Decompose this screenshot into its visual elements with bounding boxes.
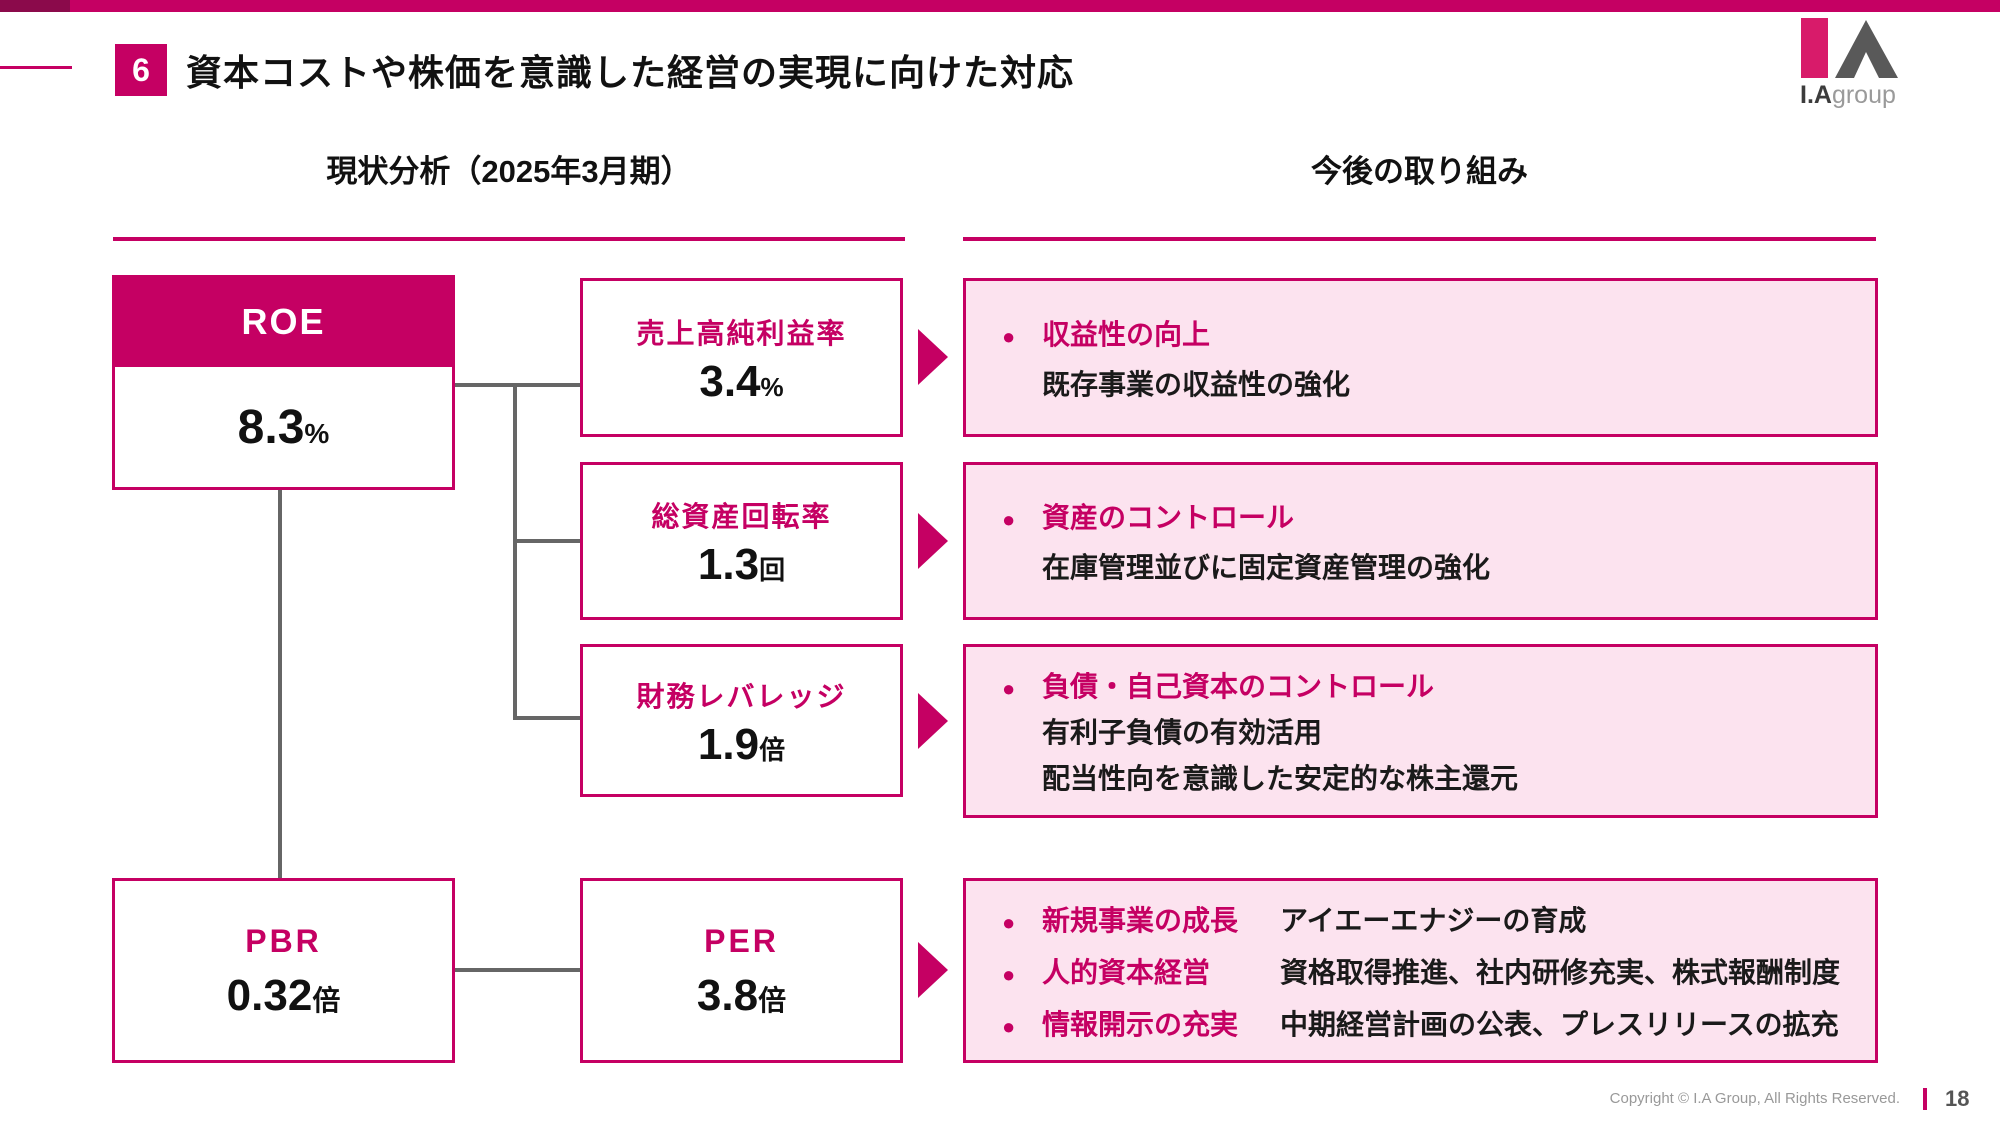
per-value: 3.8 xyxy=(696,971,759,1020)
bullet-line: ● 負債・自己資本のコントロール xyxy=(1002,665,1855,705)
pbr-box: PBR 0.32倍 xyxy=(112,878,455,1063)
metric-label: 財務レバレッジ xyxy=(636,680,847,712)
initiative-description: 既存事業の収益性の強化 xyxy=(1042,368,1351,400)
initiative-title: 収益性の向上 xyxy=(1042,318,1211,350)
metric-box-financial-leverage: 財務レバレッジ 1.9倍 xyxy=(580,644,903,797)
bullet-line: ● 資産のコントロール xyxy=(1002,496,1855,536)
roe-box-header: ROE xyxy=(114,277,453,367)
header-underline-right xyxy=(963,237,1876,241)
initiative-title: 新規事業の成長 xyxy=(1042,904,1239,936)
arrow-right-icon xyxy=(918,693,948,749)
connector-pbr-to-per xyxy=(455,968,580,972)
metric-value: 1.3 xyxy=(697,540,760,589)
initiative-title: 情報開示の充実 xyxy=(1042,1008,1239,1040)
metric-label: 総資産回転率 xyxy=(651,501,832,532)
roe-box-value: 8.3% xyxy=(115,368,452,487)
roe-box: ROE 8.3% xyxy=(112,275,455,490)
metric-label: 売上高純利益率 xyxy=(636,317,847,349)
column-header-initiatives: 今後の取り組み xyxy=(1311,154,1528,189)
pbr-label: PBR xyxy=(245,923,322,959)
page-number: 18 xyxy=(1945,1086,1970,1111)
pbr-value: 0.32 xyxy=(226,971,313,1020)
connector-trunk-vertical xyxy=(513,383,517,720)
logo-text-bold: I.A xyxy=(1800,81,1832,109)
bullet-dot-icon: ● xyxy=(1002,676,1016,701)
left-edge-tick-line xyxy=(0,66,72,69)
header-underline-left xyxy=(113,237,905,241)
bullet-dot-icon: ● xyxy=(1002,909,1016,935)
connector-roe-to-margin xyxy=(455,383,580,387)
initiative-title: 負債・自己資本のコントロール xyxy=(1042,671,1435,702)
per-unit: 倍 xyxy=(758,985,787,1016)
bullet-dot-icon: ● xyxy=(1002,323,1016,349)
company-logo: I.Agroup xyxy=(1798,16,1918,108)
logo-text-light: group xyxy=(1831,81,1896,109)
logo-text: I.Agroup xyxy=(1800,83,1896,108)
arrow-right-icon xyxy=(918,942,948,998)
column-header-current-analysis: 現状分析（2025年3月期） xyxy=(326,154,692,189)
bullet-dot-icon: ● xyxy=(1002,1013,1016,1039)
metric-unit: 倍 xyxy=(759,734,786,765)
footer-copyright: Copyright © I.A Group, All Rights Reserv… xyxy=(1609,1090,1900,1107)
connector-roe-to-pbr xyxy=(278,488,282,878)
bullet-line: ● 新規事業の成長 アイエーエナジーの育成 xyxy=(1002,899,1855,939)
bullet-dot-icon: ● xyxy=(1002,961,1016,987)
bullet-line: ● 収益性の向上 xyxy=(1002,313,1855,353)
logo-mark xyxy=(1801,18,1898,78)
metric-unit: 回 xyxy=(759,555,786,585)
roe-unit: % xyxy=(304,418,330,449)
initiative-description: 配当性向を意識した安定的な株主還元 xyxy=(1042,763,1519,794)
arrow-right-icon xyxy=(918,513,948,569)
bullet-line: ● 情報開示の充実 中期経営計画の公表、プレスリリースの拡充 xyxy=(1002,1003,1855,1043)
top-accent-bar-dark-segment xyxy=(0,0,70,12)
logo-mark-i xyxy=(1801,18,1828,78)
metric-box-net-profit-margin: 売上高純利益率 3.4% xyxy=(580,278,903,437)
initiative-box-profitability: ● 収益性の向上 既存事業の収益性の強化 xyxy=(963,278,1878,437)
initiative-box-debt-equity: ● 負債・自己資本のコントロール 有利子負債の有効活用 配当性向を意識した安定的… xyxy=(963,644,1878,818)
initiative-description: 中期経営計画の公表、プレスリリースの拡充 xyxy=(1280,1008,1839,1040)
per-box: PER 3.8倍 xyxy=(580,878,903,1063)
initiative-description: 有利子負債の有効活用 xyxy=(1042,717,1323,748)
connector-to-turnover xyxy=(513,539,580,543)
initiative-title: 資産のコントロール xyxy=(1042,502,1295,533)
initiative-box-valuation: ● 新規事業の成長 アイエーエナジーの育成 ● 人的資本経営 資格取得推進、社内… xyxy=(963,878,1878,1063)
metric-box-asset-turnover: 総資産回転率 1.3回 xyxy=(580,462,903,620)
bullet-line: ● 人的資本経営 資格取得推進、社内研修充実、株式報酬制度 xyxy=(1002,951,1855,991)
arrow-right-icon xyxy=(918,329,948,385)
metric-value: 1.9 xyxy=(697,719,760,769)
metric-value: 3.4 xyxy=(699,356,761,406)
slide-number-badge: 6 xyxy=(115,44,167,96)
pbr-unit: 倍 xyxy=(312,985,341,1016)
per-label: PER xyxy=(704,923,779,959)
roe-value: 8.3 xyxy=(237,401,305,454)
logo-mark-a xyxy=(1835,20,1898,78)
connector-to-leverage xyxy=(513,716,580,720)
initiative-description: 資格取得推進、社内研修充実、株式報酬制度 xyxy=(1280,956,1841,988)
initiative-description: アイエーエナジーの育成 xyxy=(1280,904,1587,936)
initiative-description: 在庫管理並びに固定資産管理の強化 xyxy=(1042,552,1491,583)
metric-unit: % xyxy=(760,371,784,402)
footer-divider-bar xyxy=(1923,1088,1927,1110)
slide-title: 資本コストや株価を意識した経営の実現に向けた対応 xyxy=(186,52,1075,93)
initiative-box-assets: ● 資産のコントロール 在庫管理並びに固定資産管理の強化 xyxy=(963,462,1878,620)
top-accent-bar xyxy=(0,0,2000,12)
bullet-dot-icon: ● xyxy=(1002,507,1016,532)
initiative-title: 人的資本経営 xyxy=(1042,956,1211,988)
